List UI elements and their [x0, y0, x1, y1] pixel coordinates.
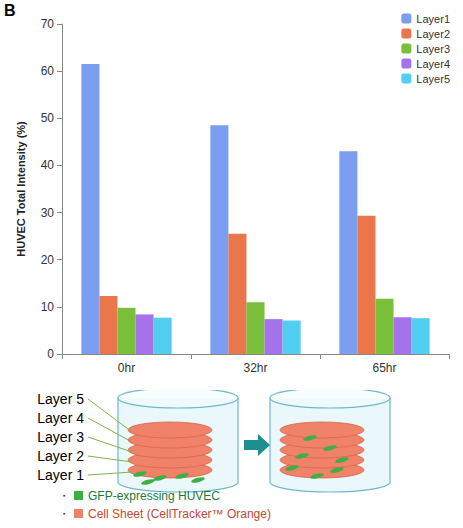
svg-text:10: 10 — [41, 300, 55, 314]
svg-text:20: 20 — [41, 253, 55, 267]
svg-text:0hr: 0hr — [118, 361, 135, 375]
svg-text:Layer1: Layer1 — [416, 13, 450, 25]
svg-text:32hr: 32hr — [243, 361, 267, 375]
svg-text:60: 60 — [41, 64, 55, 78]
svg-text:40: 40 — [41, 158, 55, 172]
svg-text:Cell Sheet (CellTracker™ Orang: Cell Sheet (CellTracker™ Orange) — [88, 507, 271, 521]
svg-text:・: ・ — [58, 507, 70, 521]
svg-text:HUVEC Total Intensity (%): HUVEC Total Intensity (%) — [15, 121, 27, 257]
svg-text:65hr: 65hr — [372, 361, 396, 375]
svg-text:GFP-expressing HUVEC: GFP-expressing HUVEC — [88, 489, 220, 503]
svg-text:30: 30 — [41, 206, 55, 220]
svg-text:Layer3: Layer3 — [416, 43, 450, 55]
svg-text:・: ・ — [58, 489, 70, 503]
svg-text:Layer5: Layer5 — [416, 73, 450, 85]
svg-text:Layer 5: Layer 5 — [37, 391, 84, 407]
svg-text:70: 70 — [41, 17, 55, 31]
svg-text:0: 0 — [47, 347, 54, 361]
svg-text:Layer 4: Layer 4 — [37, 410, 84, 426]
svg-text:Layer 1: Layer 1 — [37, 467, 84, 483]
svg-text:Layer2: Layer2 — [416, 28, 450, 40]
svg-text:Layer 2: Layer 2 — [37, 448, 84, 464]
svg-text:B: B — [4, 2, 16, 19]
svg-text:50: 50 — [41, 111, 55, 125]
svg-text:Layer 3: Layer 3 — [37, 429, 84, 445]
svg-text:Layer4: Layer4 — [416, 58, 450, 70]
